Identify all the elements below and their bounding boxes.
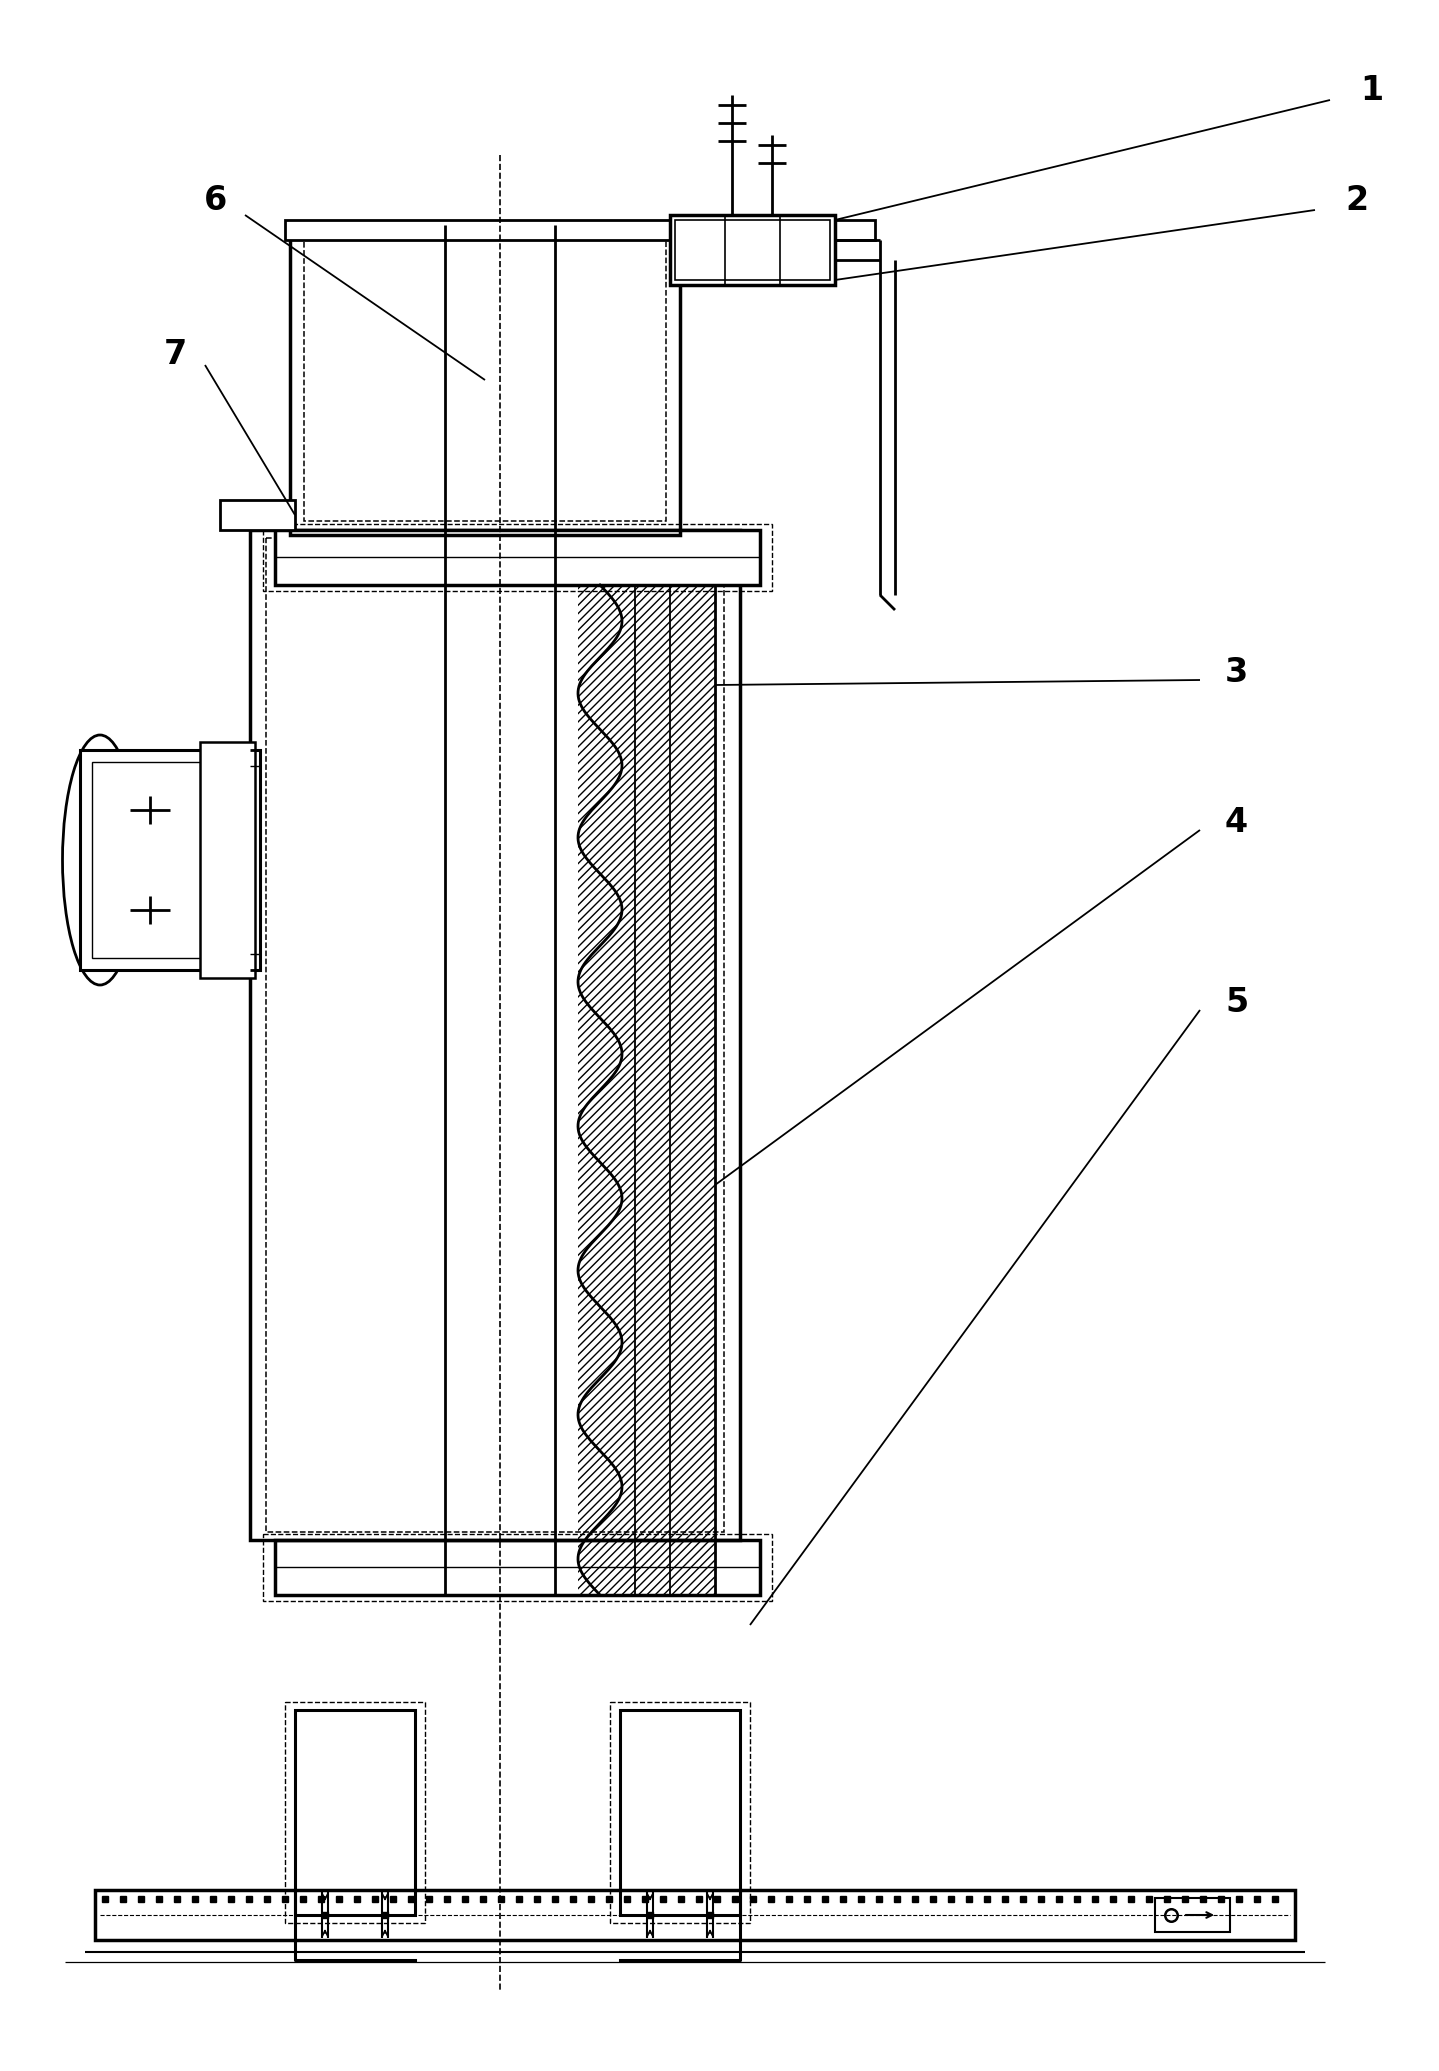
Bar	[266, 538, 724, 1533]
Ellipse shape	[88, 795, 122, 926]
Text: 1: 1	[1360, 72, 1383, 106]
Text: 6: 6	[203, 184, 226, 217]
Text: 5: 5	[1225, 986, 1248, 1019]
Bar	[263, 1535, 771, 1601]
Bar	[675, 220, 830, 280]
Bar	[285, 220, 875, 240]
Bar	[200, 741, 255, 978]
Text: 7: 7	[164, 338, 187, 371]
Bar	[81, 750, 260, 969]
Bar	[671, 215, 835, 286]
Bar	[291, 226, 681, 534]
Bar	[620, 1711, 740, 1916]
Text: 4: 4	[1225, 806, 1248, 839]
Text: 3: 3	[1225, 657, 1248, 688]
Bar	[275, 1541, 760, 1595]
Bar	[304, 238, 666, 522]
Bar	[95, 1891, 1295, 1941]
Bar	[92, 762, 248, 959]
Ellipse shape	[62, 735, 138, 986]
Bar	[220, 499, 295, 530]
Bar	[285, 1702, 425, 1924]
Bar	[610, 1702, 750, 1924]
Bar	[295, 1711, 414, 1916]
Text: 2: 2	[1345, 184, 1368, 217]
Bar	[578, 584, 715, 1595]
Bar	[275, 530, 760, 584]
Bar	[1156, 1897, 1230, 1932]
Bar	[250, 530, 740, 1541]
Bar	[263, 524, 771, 590]
